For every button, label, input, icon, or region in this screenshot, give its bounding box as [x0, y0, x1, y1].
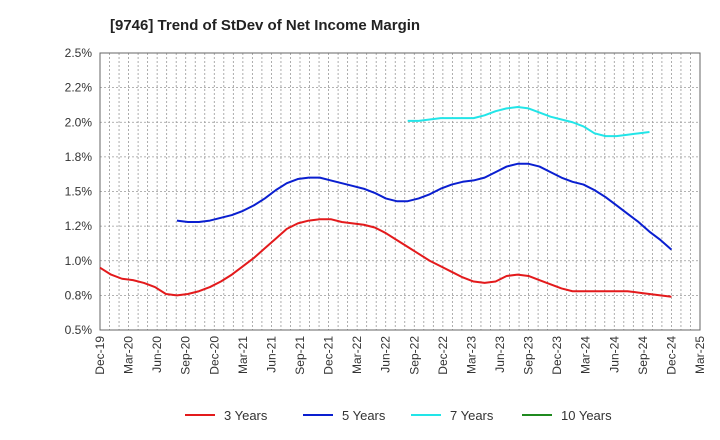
y-tick-label: 0.8%	[65, 288, 93, 302]
legend-label: 3 Years	[224, 408, 268, 423]
x-tick-label: Jun-24	[607, 336, 621, 373]
x-tick-label: Jun-20	[150, 336, 164, 373]
x-tick-label: Mar-25	[693, 336, 707, 374]
x-tick-label: Dec-24	[664, 336, 678, 375]
y-tick-label: 1.5%	[65, 185, 93, 199]
x-tick-label: Dec-20	[207, 336, 221, 375]
series-line-7-years	[407, 106, 650, 138]
series-line-5-years	[176, 162, 673, 251]
legend-label: 7 Years	[450, 408, 494, 423]
x-tick-label: Dec-19	[93, 336, 107, 375]
x-tick-label: Mar-22	[350, 336, 364, 374]
series-lines	[99, 106, 673, 298]
y-tick-label: 1.0%	[65, 254, 93, 268]
legend-label: 10 Years	[561, 408, 612, 423]
grid-lines	[99, 52, 701, 331]
legend-label: 5 Years	[342, 408, 386, 423]
y-axis-ticks: 0.5% 0.8% 1.0% 1.2% 1.5% 1.8% 2.0% 2.2% 2.5%	[65, 46, 93, 337]
x-tick-label: Mar-21	[236, 336, 250, 374]
series-line-3-years	[99, 218, 672, 298]
x-tick-label: Jun-23	[493, 336, 507, 373]
y-tick-label: 0.5%	[65, 323, 93, 337]
y-tick-label: 2.0%	[65, 115, 93, 129]
chart-title: [9746] Trend of StDev of Net Income Marg…	[110, 17, 420, 34]
x-tick-label: Sep-23	[522, 336, 536, 375]
y-tick-label: 2.2%	[65, 81, 93, 95]
x-tick-label: Mar-23	[464, 336, 478, 374]
x-tick-label: Dec-23	[550, 336, 564, 375]
y-tick-label: 2.5%	[65, 46, 93, 60]
y-tick-label: 1.2%	[65, 219, 93, 233]
x-tick-label: Mar-24	[579, 336, 593, 374]
plot-area	[99, 52, 701, 331]
legend: 3 Years 5 Years 7 Years 10 Years	[185, 408, 612, 423]
x-tick-label: Sep-24	[636, 336, 650, 375]
x-tick-label: Sep-21	[293, 336, 307, 375]
x-tick-label: Sep-20	[179, 336, 193, 375]
x-tick-label: Dec-22	[436, 336, 450, 375]
x-tick-label: Dec-21	[322, 336, 336, 375]
x-tick-label: Jun-22	[379, 336, 393, 373]
y-tick-label: 1.8%	[65, 150, 93, 164]
x-tick-label: Mar-20	[122, 336, 136, 374]
x-tick-label: Jun-21	[264, 336, 278, 373]
x-axis-ticks: Dec-19 Mar-20 Jun-20 Sep-20 Dec-20 Mar-21 Jun-…	[93, 336, 707, 375]
x-tick-label: Sep-22	[407, 336, 421, 375]
